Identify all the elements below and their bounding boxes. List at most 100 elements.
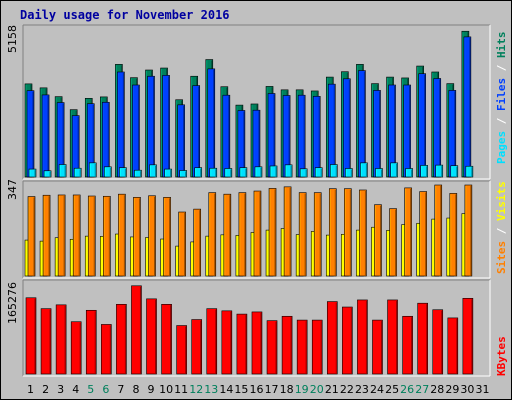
pages-bar bbox=[239, 167, 248, 178]
x-tick-label: 6 bbox=[102, 383, 109, 396]
sites-bar bbox=[223, 193, 232, 277]
pages-bar bbox=[450, 165, 459, 178]
sites-bar bbox=[133, 197, 141, 277]
x-tick-label: 20 bbox=[310, 383, 324, 396]
legend-pages: Pages bbox=[495, 131, 508, 164]
kbytes-bar bbox=[221, 310, 233, 375]
pages-bar bbox=[179, 170, 187, 178]
pages-bar bbox=[164, 168, 172, 178]
x-tick-label: 31 bbox=[475, 383, 489, 396]
sites-bar bbox=[57, 194, 66, 277]
ymax-label-kbytes: 165276 bbox=[6, 282, 19, 324]
kbytes-bar bbox=[387, 299, 398, 375]
sites-bar bbox=[193, 208, 202, 277]
pages-bar bbox=[43, 170, 52, 178]
x-tick-label: 27 bbox=[415, 383, 429, 396]
sites-bar bbox=[42, 194, 51, 277]
pages-bar bbox=[224, 168, 233, 178]
pages-bar bbox=[329, 164, 338, 178]
sites-bar bbox=[27, 196, 36, 277]
pages-bar bbox=[435, 164, 444, 178]
kbytes-bar bbox=[236, 313, 248, 375]
x-tick-label: 1 bbox=[27, 383, 34, 396]
chart-title: Daily usage for November 2016 bbox=[20, 8, 230, 22]
kbytes-bar bbox=[281, 315, 293, 375]
x-tick-label: 12 bbox=[189, 383, 203, 396]
x-tick-label: 13 bbox=[204, 383, 218, 396]
kbytes-bar bbox=[432, 309, 444, 375]
x-tick-label: 26 bbox=[400, 383, 414, 396]
x-tick-label: 2 bbox=[42, 383, 49, 396]
kbytes-bar bbox=[101, 324, 112, 375]
kbytes-bar bbox=[266, 320, 278, 375]
pages-bar bbox=[104, 166, 112, 178]
pages-bar bbox=[269, 165, 278, 178]
legend-sites: Sites bbox=[495, 241, 508, 274]
kbytes-bar bbox=[25, 297, 37, 375]
pages-bar bbox=[254, 166, 263, 178]
kbytes-bar bbox=[85, 309, 97, 375]
kbytes-bar bbox=[40, 308, 52, 375]
pages-bar bbox=[194, 167, 203, 178]
kbytes-bar bbox=[161, 303, 172, 375]
x-tick-label: 16 bbox=[250, 383, 264, 396]
kbytes-bar bbox=[251, 311, 263, 375]
kbytes-bar bbox=[191, 319, 203, 375]
pages-bar bbox=[119, 167, 127, 178]
sites-bar bbox=[449, 193, 458, 277]
sites-bar bbox=[419, 191, 427, 277]
legend-kbytes: KBytes bbox=[495, 336, 508, 376]
pages-bar bbox=[375, 168, 383, 178]
x-tick-label: 14 bbox=[219, 383, 233, 396]
x-tick-label: 17 bbox=[265, 383, 279, 396]
x-tick-label: 9 bbox=[148, 383, 155, 396]
sites-bar bbox=[434, 184, 443, 277]
kbytes-bar bbox=[357, 299, 368, 375]
pages-bar bbox=[420, 165, 428, 178]
sites-bar bbox=[238, 192, 247, 277]
kbytes-bar bbox=[70, 321, 82, 375]
legend: KBytes bbox=[495, 336, 508, 376]
x-tick-label: 18 bbox=[280, 383, 294, 396]
pages-bar bbox=[299, 168, 308, 178]
kbytes-bar bbox=[176, 325, 187, 375]
kbytes-bar bbox=[131, 285, 142, 375]
kbytes-bar bbox=[402, 315, 413, 375]
pages-bar bbox=[284, 164, 293, 178]
sites-bar bbox=[404, 187, 412, 277]
kbytes-bar bbox=[55, 304, 67, 375]
pages-bar bbox=[149, 164, 157, 178]
x-tick-label: 24 bbox=[370, 383, 384, 396]
kbytes-bar bbox=[206, 308, 218, 375]
kbytes-bar bbox=[326, 301, 338, 375]
legend-visits: Visits bbox=[495, 181, 508, 221]
sites-bar bbox=[178, 211, 186, 277]
legend-separator: / bbox=[495, 111, 508, 131]
sites-bar bbox=[389, 208, 397, 277]
sites-bar bbox=[148, 195, 156, 277]
pages-bar bbox=[134, 169, 142, 178]
x-tick-label: 5 bbox=[87, 383, 94, 396]
kbytes-bar bbox=[146, 298, 157, 375]
pages-bar bbox=[465, 165, 474, 178]
ymax-label-hits: 5158 bbox=[6, 25, 19, 53]
x-tick-label: 23 bbox=[355, 383, 369, 396]
pages-bar bbox=[209, 167, 218, 178]
sites-bar bbox=[118, 193, 126, 277]
legend-hits: Hits bbox=[495, 32, 508, 59]
sites-bar bbox=[359, 189, 367, 277]
x-tick-label: 7 bbox=[117, 383, 124, 396]
x-tick-label: 3 bbox=[57, 383, 64, 396]
sites-bar bbox=[464, 184, 473, 277]
pages-bar bbox=[405, 168, 413, 178]
pages-bar bbox=[345, 168, 353, 178]
x-tick-label: 25 bbox=[385, 383, 399, 396]
legend-files: Files bbox=[495, 78, 508, 111]
legend-separator: / bbox=[495, 58, 508, 78]
sites-bar bbox=[374, 204, 382, 277]
sites-bar bbox=[268, 188, 277, 277]
kbytes-bar bbox=[462, 298, 474, 375]
sites-bar bbox=[208, 192, 217, 277]
